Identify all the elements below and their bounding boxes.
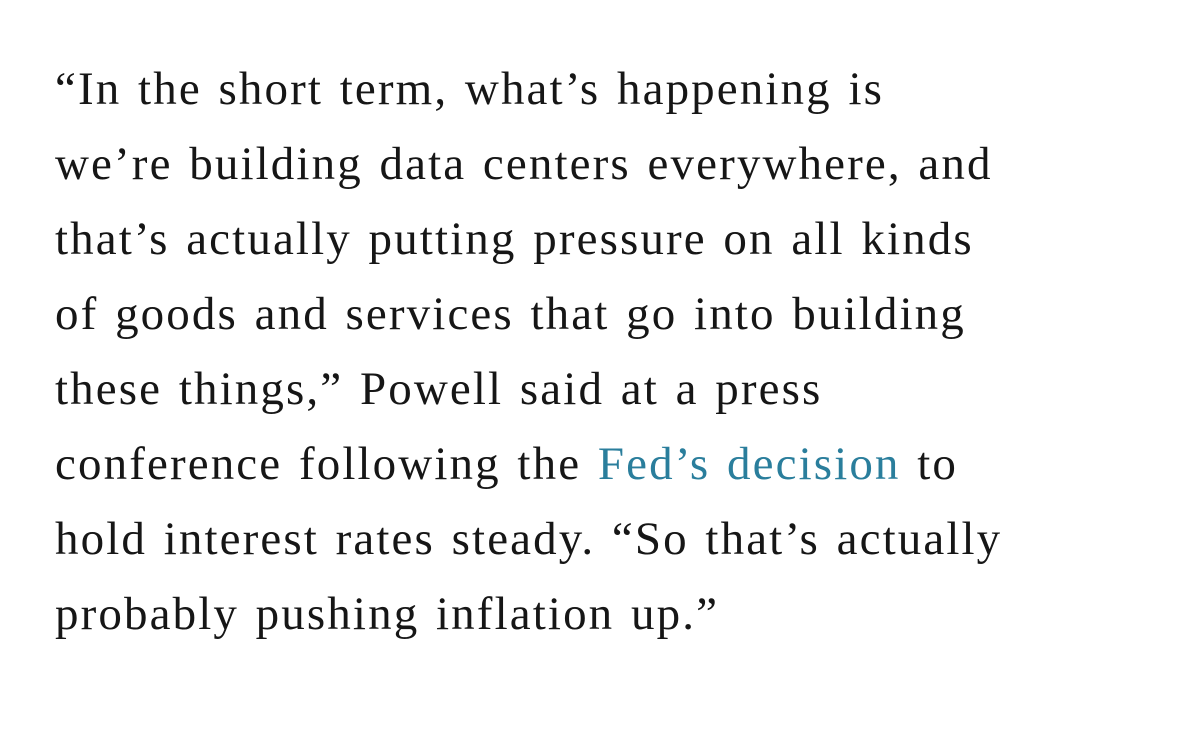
paragraph-line-5: these things,” Powell said at a press [55,363,823,415]
paragraph-line-6: conference following the Fed’s decision … [55,427,1160,502]
paragraph-line-6-text-after: to [917,438,959,490]
paragraph-line-6-text-before: conference following the [55,438,582,490]
paragraph-line-4: of goods and services that go into build… [55,288,966,340]
paragraph-line-3: that’s actually putting pressure on all … [55,213,974,265]
article-paragraph: “In the short term, what’s happening is … [55,52,1160,652]
paragraph-line-2: we’re building data centers everywhere, … [55,138,993,190]
paragraph-line-8: probably pushing inflation up.” [55,588,720,640]
paragraph-line-1: “In the short term, what’s happening is [55,63,885,115]
feds-decision-link[interactable]: Fed’s decision [597,438,901,490]
paragraph-line-7: hold interest rates steady. “So that’s a… [55,513,1003,565]
article-body: “In the short term, what’s happening is … [55,52,1160,652]
